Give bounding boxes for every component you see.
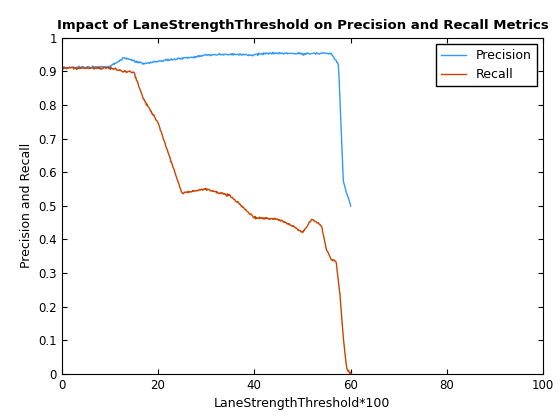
Precision [347, 204, 354, 209]
Precision [217, 52, 223, 57]
Precision [96, 64, 102, 69]
Recall [95, 64, 102, 69]
Y-axis label: Precision and Recall: Precision and Recall [20, 143, 32, 268]
Legend: Precision, Recall: Precision, Recall [436, 44, 537, 86]
Line: Recall: Recall [62, 67, 352, 374]
Precision [271, 51, 278, 56]
Precision [58, 65, 65, 70]
Recall [348, 371, 354, 376]
Title: Impact of LaneStrengthThreshold on Precision and Recall Metrics: Impact of LaneStrengthThreshold on Preci… [57, 19, 548, 32]
Recall [131, 70, 138, 75]
Precision [204, 53, 211, 58]
Recall [165, 150, 171, 155]
Precision [270, 50, 277, 55]
Recall [348, 371, 355, 376]
Recall [300, 230, 306, 235]
Precision [162, 57, 169, 62]
Recall [58, 66, 65, 71]
X-axis label: LaneStrengthThreshold*100: LaneStrengthThreshold*100 [214, 397, 390, 410]
Recall [246, 211, 253, 216]
Recall [143, 102, 150, 108]
Precision [243, 52, 250, 57]
Line: Precision: Precision [62, 52, 351, 206]
Recall [249, 214, 256, 219]
